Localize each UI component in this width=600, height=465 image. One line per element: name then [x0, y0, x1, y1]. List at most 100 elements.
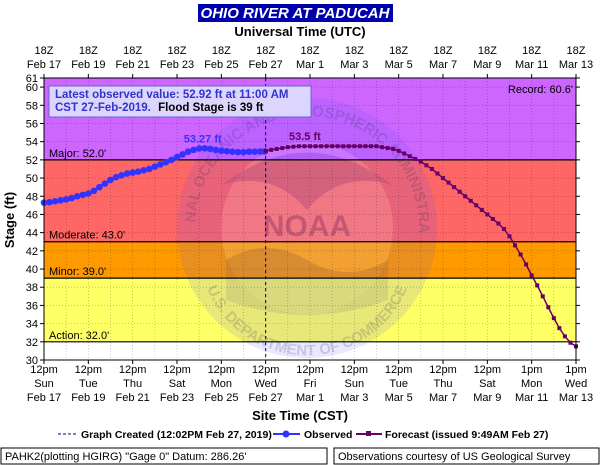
forecast-point: [435, 171, 440, 176]
forecast-point: [402, 151, 407, 156]
top-tick-label-date: Mar 5: [385, 59, 413, 71]
forecast-point: [485, 212, 490, 217]
bottom-tick-label-time: 12pm: [119, 364, 147, 376]
observed-point: [168, 156, 175, 164]
top-tick-label-utc: 18Z: [345, 45, 364, 57]
forecast-point: [513, 243, 518, 248]
top-tick-label-date: Feb 19: [71, 59, 105, 71]
forecast-point: [501, 227, 506, 232]
forecast-point: [352, 144, 357, 149]
observed-point: [57, 197, 64, 204]
observed-point: [157, 161, 164, 168]
top-tick-label-date: Mar 3: [340, 59, 368, 71]
bottom-tick-label-time: 12pm: [208, 364, 236, 376]
forecast-point: [407, 154, 412, 159]
forecast-point: [330, 144, 335, 149]
y-tick-label: 58: [26, 100, 38, 112]
forecast-point: [524, 262, 529, 267]
band-action: [44, 278, 576, 342]
info-line-2: CST 27-Feb-2019. Flood Stage is 39 ft: [55, 102, 264, 114]
observed-point: [206, 145, 214, 153]
observed-point: [112, 173, 120, 181]
footer-right-box: [333, 447, 600, 465]
top-tick-label-utc: 18Z: [168, 45, 187, 57]
y-tick-label: 52: [26, 155, 38, 167]
forecast-point: [551, 316, 556, 321]
y-tick-label: 30: [26, 355, 38, 367]
forecast-point: [413, 156, 418, 161]
forecast-point: [357, 144, 362, 149]
observed-point: [229, 148, 236, 155]
bottom-tick-label-time: 12pm: [385, 364, 413, 376]
title-bar: [198, 4, 393, 22]
top-tick-label-date: Mar 11: [515, 59, 548, 71]
y-axis-title: Stage (ft): [2, 192, 17, 248]
forecast-point: [391, 146, 396, 151]
observed-point: [140, 167, 148, 174]
bottom-tick-label-weekday: Sun: [345, 378, 365, 390]
info-line-2-flood-stage: Flood Stage is 39 ft: [158, 102, 264, 114]
observed-point: [195, 145, 203, 152]
forecast-point: [535, 283, 540, 288]
top-tick-label-date: Mar 7: [429, 59, 457, 71]
top-tick-label-date: Feb 21: [116, 59, 150, 71]
bottom-tick-label-weekday: Sun: [34, 378, 54, 390]
forecast-point: [308, 144, 312, 149]
top-tick-label-date: Feb 27: [249, 59, 283, 71]
observed-point: [118, 172, 125, 179]
observed-point: [123, 170, 131, 177]
observed-point: [46, 198, 53, 206]
top-tick-label-utc: 18Z: [434, 45, 453, 57]
forecast-point: [546, 305, 551, 310]
y-tick-label: 38: [26, 282, 38, 294]
bottom-tick-label-date: Feb 17: [27, 392, 61, 404]
record-label: Record: 60.6': [508, 84, 573, 96]
band-label-major: Major: 52.0': [49, 148, 106, 160]
forecast-point: [396, 148, 401, 153]
legend-graph-created-label: Graph Created (12:02PM Feb 27, 2019): [81, 429, 272, 441]
forecast-point: [568, 340, 573, 345]
band-label-action: Action: 32.0': [49, 330, 109, 342]
footer-right-text: Observations courtesy of US Geological S…: [338, 451, 571, 463]
footer-left-box: [0, 447, 328, 465]
forecast-point: [457, 189, 462, 194]
bottom-tick-label-date: Mar 7: [429, 392, 457, 404]
top-tick-label-utc: 18Z: [301, 45, 320, 57]
observed-point: [101, 180, 109, 187]
watermark-outer-circle: [177, 98, 437, 358]
y-tick-label: 56: [26, 118, 38, 130]
bottom-tick-label-date: Feb 25: [204, 392, 238, 404]
band-minor: [44, 241, 576, 279]
bottom-tick-label-date: Mar 3: [340, 392, 368, 404]
forecast-point: [452, 185, 457, 190]
forecast-point: [313, 144, 318, 149]
y-tick-label: 40: [26, 264, 38, 276]
bottom-tick-label-weekday: Wed: [565, 378, 587, 390]
bottom-tick-label-weekday: Fri: [304, 378, 317, 390]
observed-series: [40, 145, 269, 206]
observed-point: [68, 194, 76, 202]
chart-title: OHIO RIVER AT PADUCAH: [201, 5, 391, 22]
bottom-tick-label-date: Feb 19: [71, 392, 105, 404]
observed-point: [218, 147, 225, 155]
top-tick-label-utc: 18Z: [123, 45, 142, 57]
forecast-point: [263, 148, 268, 153]
bottom-tick-label-date: Feb 23: [160, 392, 194, 404]
forecast-point: [479, 207, 484, 212]
observed-point: [184, 148, 192, 155]
forecast-point: [341, 144, 346, 149]
forecast-point: [446, 180, 451, 185]
observed-point: [51, 197, 59, 205]
bottom-tick-label-time: 12pm: [75, 364, 103, 376]
forecast-crest-label: 53.5 ft: [289, 131, 321, 143]
info-box: [48, 85, 312, 118]
observed-point: [129, 169, 136, 176]
bottom-tick-label-date: Mar 13: [559, 392, 593, 404]
y-tick-label: 54: [26, 137, 38, 149]
forecast-point: [441, 176, 445, 181]
bottom-tick-label-time: 12pm: [30, 364, 58, 376]
forecast-point: [540, 294, 545, 299]
observed-point: [223, 147, 231, 155]
bottom-tick-label-time: 12pm: [429, 364, 457, 376]
